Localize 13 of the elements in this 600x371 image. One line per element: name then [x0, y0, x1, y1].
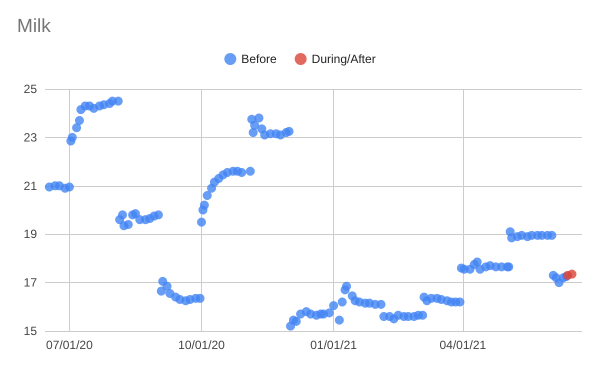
x-tick-label: 07/01/20 — [46, 338, 94, 352]
y-tick-label: 19 — [24, 227, 38, 242]
y-tick-label: 15 — [24, 324, 38, 338]
y-tick-label: 25 — [24, 82, 38, 96]
chart-title: Milk — [17, 16, 52, 37]
legend-label: Before — [241, 52, 277, 66]
y-tick-label: 21 — [24, 178, 38, 193]
legend-label: During/After — [312, 52, 376, 66]
x-tick-label: 01/01/21 — [310, 338, 358, 352]
x-tick-label: 10/01/20 — [178, 338, 226, 352]
y-tick-label: 17 — [24, 276, 38, 290]
x-tick-label: 04/01/21 — [439, 338, 487, 352]
y-tick-label: 23 — [24, 130, 38, 144]
